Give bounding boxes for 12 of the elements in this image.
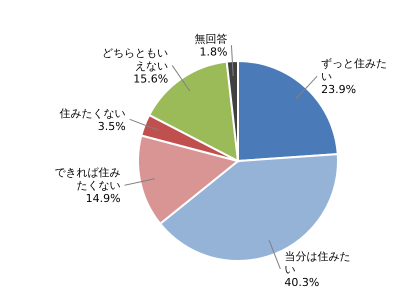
- data-label: 3.5%: [98, 120, 126, 133]
- slice-label: ずっと住みたい: [321, 57, 388, 84]
- data-label: 15.6%: [133, 72, 168, 86]
- data-label: 1.8%: [199, 46, 228, 59]
- slice-label: 住みたくない: [60, 106, 126, 120]
- data-label: 14.9%: [86, 192, 121, 206]
- slice-label: できれば住みたくない: [54, 166, 121, 192]
- data-label: 40.3%: [284, 276, 320, 289]
- slice-label: 無回答: [194, 32, 228, 46]
- slice-label: 当分は住みたい: [284, 250, 350, 276]
- slice-label: どちらともいえない: [102, 46, 168, 72]
- data-label: 23.9%: [321, 83, 356, 96]
